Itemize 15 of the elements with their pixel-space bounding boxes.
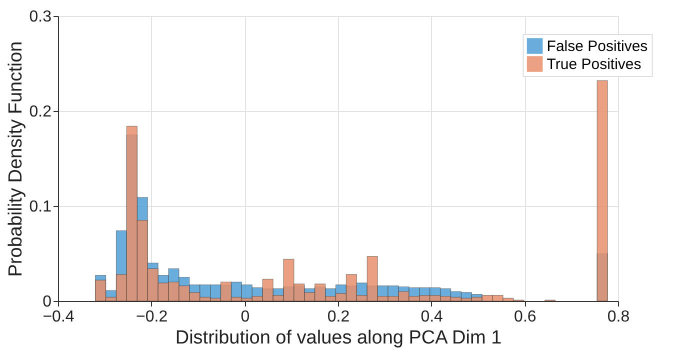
- x-tick-label: −0.4: [42, 308, 74, 326]
- y-tick-label: 0.2: [29, 104, 52, 120]
- y-axis-title: Probability Density Function: [5, 41, 26, 277]
- x-tick-label: 0.8: [607, 308, 630, 326]
- y-tick-label: 0: [42, 294, 52, 310]
- x-tick-label: 0.2: [327, 308, 350, 326]
- x-tick-label: 0.4: [420, 308, 444, 326]
- x-axis-title: Distribution of values along PCA Dim 1: [175, 328, 502, 348]
- x-tick-label: 0.6: [514, 308, 536, 326]
- y-tick-label: 0.1: [29, 198, 52, 216]
- x-tick-label: 0: [240, 308, 250, 326]
- legend-label: True Positives: [546, 56, 642, 73]
- legend-label: False Positives: [546, 38, 648, 55]
- y-tick-label: 0.3: [29, 8, 52, 26]
- x-tick-label: −0.2: [136, 308, 168, 326]
